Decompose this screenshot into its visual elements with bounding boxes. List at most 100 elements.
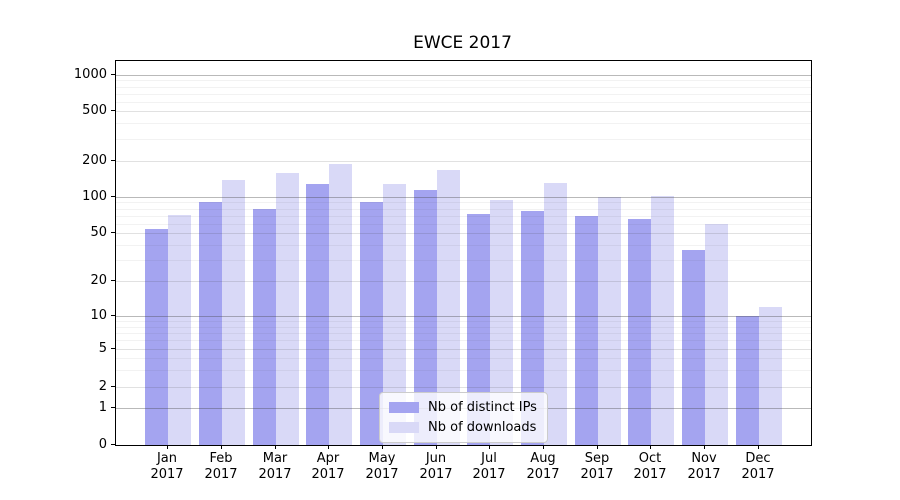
x-tick-mark [758, 445, 759, 449]
gridline [116, 233, 811, 234]
x-tick-year: 2017 [580, 467, 614, 482]
gridline [116, 281, 811, 282]
gridline-minor [116, 94, 811, 95]
x-tick-label: Jan 2017 [135, 451, 199, 483]
gridline [116, 349, 811, 350]
y-tick-mark [111, 444, 115, 445]
x-tick-label: Mar 2017 [243, 451, 307, 483]
bar-distinct-ips-aug [521, 211, 544, 445]
x-tick-year: 2017 [687, 467, 721, 482]
bar-distinct-ips-jan [145, 229, 168, 445]
bar-downloads-jul [490, 200, 513, 445]
x-tick-month: Feb [209, 451, 233, 466]
x-tick-year: 2017 [472, 467, 506, 482]
y-tick-label: 10 [90, 308, 107, 323]
x-tick-month: Jan [156, 451, 178, 466]
bar-downloads-may [383, 184, 406, 445]
bar-downloads-jan [168, 215, 191, 445]
legend-item: Nb of downloads [389, 420, 537, 435]
gridline-minor [116, 202, 811, 203]
x-tick-month: Oct [638, 451, 662, 466]
x-tick-year: 2017 [311, 467, 345, 482]
x-tick-label: Apr 2017 [296, 451, 360, 483]
y-tick-label: 1000 [73, 67, 107, 82]
x-tick-label: May 2017 [350, 451, 414, 483]
gridline-minor [116, 358, 811, 359]
legend-item: Nb of distinct IPs [389, 400, 537, 415]
x-tick-label: Feb 2017 [189, 451, 253, 483]
bar-distinct-ips-dec [736, 316, 759, 445]
x-tick-year: 2017 [419, 467, 453, 482]
gridline-minor [116, 370, 811, 371]
x-tick-label: Oct 2017 [618, 451, 682, 483]
y-tick-mark [111, 315, 115, 316]
y-tick-label: 20 [90, 273, 107, 288]
y-tick-label: 1 [98, 400, 107, 415]
x-tick-label: Jun 2017 [404, 451, 468, 483]
x-tick-mark [650, 445, 651, 449]
bar-downloads-mar [276, 173, 299, 445]
y-tick-mark [111, 348, 115, 349]
x-tick-year: 2017 [526, 467, 560, 482]
x-tick-label: Sep 2017 [565, 451, 629, 483]
gridline-minor [116, 216, 811, 217]
bar-distinct-ips-may [360, 202, 383, 445]
gridline-minor [116, 102, 811, 103]
gridline [116, 111, 811, 112]
x-tick-mark [221, 445, 222, 449]
x-tick-mark [328, 445, 329, 449]
plot-area [115, 60, 812, 446]
x-tick-mark [597, 445, 598, 449]
x-tick-month: Nov [691, 451, 717, 466]
gridline-minor [116, 209, 811, 210]
x-tick-month: Dec [745, 451, 771, 466]
x-tick-month: Apr [316, 451, 340, 466]
bar-distinct-ips-apr [306, 184, 329, 445]
gridline-minor [116, 333, 811, 334]
y-tick-mark [111, 407, 115, 408]
x-tick-month: Mar [262, 451, 288, 466]
x-tick-year: 2017 [204, 467, 238, 482]
x-tick-mark [543, 445, 544, 449]
x-tick-mark [436, 445, 437, 449]
y-tick-mark [111, 196, 115, 197]
x-tick-year: 2017 [741, 467, 775, 482]
bar-distinct-ips-mar [253, 209, 276, 445]
y-tick-mark [111, 386, 115, 387]
gridline-minor [116, 139, 811, 140]
x-tick-year: 2017 [150, 467, 184, 482]
legend-label: Nb of distinct IPs [428, 400, 537, 415]
legend-swatch-downloads [389, 422, 419, 433]
gridline-major [116, 197, 811, 198]
bar-downloads-sep [598, 197, 621, 445]
bar-distinct-ips-sep [575, 216, 598, 445]
y-tick-mark [111, 160, 115, 161]
y-tick-mark [111, 74, 115, 75]
x-tick-label: Jul 2017 [457, 451, 521, 483]
x-tick-year: 2017 [365, 467, 399, 482]
x-tick-month: May [368, 451, 396, 466]
bar-downloads-jun [437, 170, 460, 445]
y-tick-label: 2 [98, 379, 107, 394]
bar-downloads-apr [329, 164, 352, 445]
y-tick-label: 50 [90, 225, 107, 240]
bar-distinct-ips-oct [628, 219, 651, 445]
bar-distinct-ips-feb [199, 202, 222, 445]
x-tick-mark [275, 445, 276, 449]
y-tick-label: 500 [82, 103, 107, 118]
gridline [116, 161, 811, 162]
legend-label: Nb of downloads [428, 420, 537, 435]
y-tick-label: 200 [82, 153, 107, 168]
bar-downloads-nov [705, 224, 728, 445]
x-tick-year: 2017 [633, 467, 667, 482]
gridline-minor [116, 340, 811, 341]
bar-downloads-dec [759, 307, 782, 445]
x-tick-label: Nov 2017 [672, 451, 736, 483]
gridline-major [116, 316, 811, 317]
gridline-major [116, 75, 811, 76]
x-tick-mark [489, 445, 490, 449]
x-tick-mark [382, 445, 383, 449]
x-tick-label: Aug 2017 [511, 451, 575, 483]
bar-downloads-feb [222, 180, 245, 445]
